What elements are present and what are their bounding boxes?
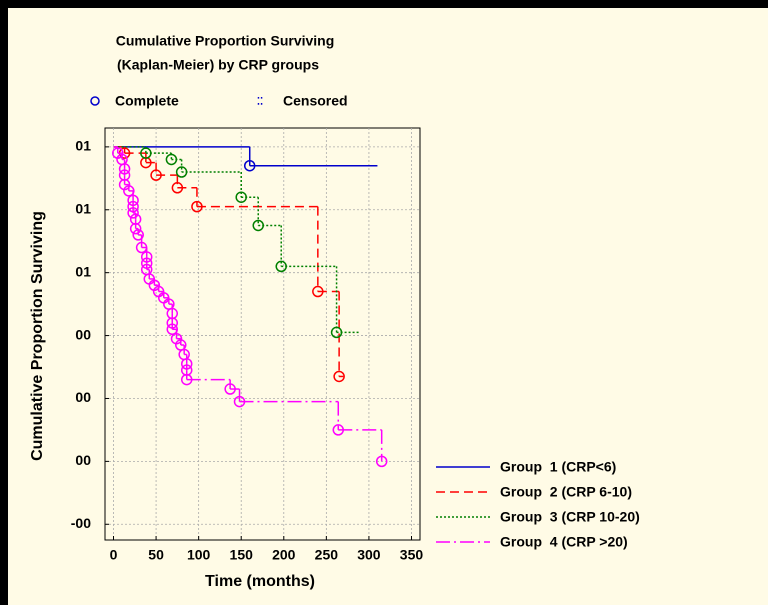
complete-marker [165, 153, 178, 166]
x-tick-label: 0 [110, 547, 118, 563]
complete-marker [333, 370, 345, 383]
complete-marker [140, 147, 152, 159]
y-tick-label: 00 [75, 326, 91, 342]
complete-marker [166, 317, 179, 329]
y-tick-label: 00 [75, 452, 91, 468]
x-tick-label: 150 [230, 547, 254, 563]
y-axis-label: Cumulative Proportion Surviving [29, 211, 46, 461]
complete-marker [132, 229, 144, 241]
complete-marker [243, 159, 256, 172]
y-tick-label: 01 [75, 200, 91, 216]
complete-marker [150, 169, 162, 181]
complete-marker [135, 241, 148, 254]
legend-label: Group 3 (CRP 10-20) [500, 509, 640, 525]
x-tick-label: 200 [272, 547, 296, 563]
complete-marker [129, 222, 142, 235]
x-tick-label: 300 [357, 547, 381, 563]
complete-marker [332, 424, 345, 436]
complete-marker [375, 455, 388, 468]
legend-label: Group 2 (CRP 6-10) [500, 484, 632, 500]
complete-marker [127, 200, 139, 213]
y-tick-label: 00 [75, 389, 91, 405]
complete-marker [175, 166, 188, 178]
complete-marker [235, 191, 247, 203]
y-tick-label: 01 [75, 263, 91, 279]
complete-symbol [90, 96, 100, 106]
complete-marker [224, 383, 236, 395]
legend-label: Group 1 (CRP<6) [500, 459, 616, 475]
complete-marker [166, 323, 179, 336]
complete-marker [140, 257, 153, 269]
legend-label: Group 4 (CRP >20) [500, 534, 628, 550]
complete-marker [180, 358, 193, 370]
legend-label: Censored [283, 93, 348, 109]
complete-marker [312, 285, 324, 298]
complete-marker [127, 207, 139, 219]
complete-marker [330, 326, 343, 339]
complete-marker [123, 185, 135, 197]
complete-marker [140, 251, 153, 263]
x-axis-label: Time (months) [205, 573, 315, 590]
plot-frame [104, 127, 421, 541]
y-tick-label: -00 [71, 515, 91, 531]
complete-marker [118, 163, 131, 175]
chart-title: (Kaplan-Meier) by CRP groups [117, 57, 319, 73]
y-tick-label: 01 [75, 138, 91, 154]
chart-title: Cumulative Proportion Surviving [116, 33, 335, 49]
censored-symbol: ⁚⁚ [257, 97, 263, 108]
complete-marker [191, 200, 203, 213]
complete-marker [171, 182, 184, 194]
legend-label: Complete [115, 93, 179, 109]
complete-marker [180, 373, 193, 386]
x-tick-label: 100 [187, 547, 211, 563]
background [8, 8, 768, 605]
complete-marker [252, 219, 264, 232]
x-tick-label: 250 [315, 547, 339, 563]
x-tick-label: 50 [148, 547, 164, 563]
x-tick-label: 350 [400, 547, 424, 563]
complete-marker [127, 194, 139, 207]
complete-marker [233, 395, 246, 408]
complete-marker [275, 260, 287, 273]
